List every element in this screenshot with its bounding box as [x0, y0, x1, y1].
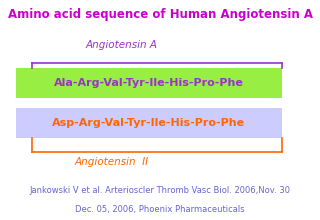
Text: Amino acid sequence of Human Angiotensin A: Amino acid sequence of Human Angiotensin… — [7, 8, 313, 21]
Text: Asp-Arg-Val-Tyr-Ile-His-Pro-Phe: Asp-Arg-Val-Tyr-Ile-His-Pro-Phe — [52, 118, 245, 128]
Text: Angiotensin  II: Angiotensin II — [75, 157, 149, 167]
Text: Jankowski V et al. Arterioscler Thromb Vasc Biol. 2006,Nov. 30: Jankowski V et al. Arterioscler Thromb V… — [29, 186, 291, 195]
Text: Ala-Arg-Val-Tyr-Ile-His-Pro-Phe: Ala-Arg-Val-Tyr-Ile-His-Pro-Phe — [54, 78, 244, 88]
Text: Dec. 05, 2006, Phoenix Pharmaceuticals: Dec. 05, 2006, Phoenix Pharmaceuticals — [75, 205, 245, 214]
FancyBboxPatch shape — [16, 108, 282, 138]
FancyBboxPatch shape — [16, 68, 282, 98]
Text: Angiotensin A: Angiotensin A — [86, 40, 157, 50]
